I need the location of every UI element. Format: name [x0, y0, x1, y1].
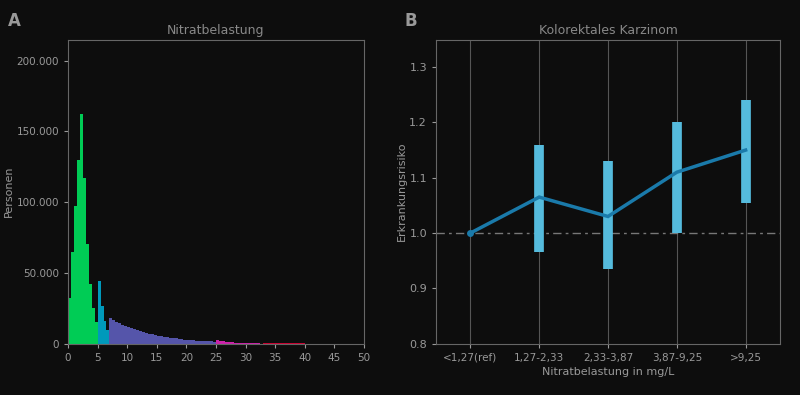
Bar: [228, 342, 231, 344]
Bar: [204, 341, 207, 344]
Bar: [166, 337, 169, 344]
Bar: [181, 339, 183, 344]
Bar: [145, 333, 148, 344]
Bar: [110, 336, 112, 344]
Bar: [77, 160, 80, 344]
Bar: [240, 343, 242, 344]
Bar: [275, 343, 278, 344]
Bar: [112, 320, 115, 344]
Bar: [71, 252, 74, 344]
Bar: [110, 318, 112, 344]
Bar: [263, 342, 266, 344]
Bar: [127, 327, 130, 344]
Bar: [198, 341, 202, 344]
Bar: [160, 336, 162, 344]
Bar: [216, 340, 219, 344]
Bar: [103, 321, 106, 344]
Bar: [68, 298, 71, 344]
Text: A: A: [8, 12, 21, 30]
Bar: [115, 322, 118, 344]
Bar: [92, 308, 94, 344]
Y-axis label: Personen: Personen: [3, 166, 14, 217]
Bar: [174, 339, 178, 344]
Bar: [234, 343, 237, 344]
Bar: [266, 343, 270, 344]
Bar: [86, 245, 89, 344]
Bar: [202, 341, 204, 344]
Bar: [216, 342, 219, 344]
Bar: [225, 342, 228, 344]
Bar: [183, 339, 186, 344]
Text: B: B: [404, 12, 417, 30]
Bar: [136, 330, 139, 344]
Bar: [190, 340, 192, 344]
Bar: [219, 341, 222, 344]
Bar: [94, 322, 98, 344]
Bar: [80, 114, 83, 344]
Bar: [272, 343, 275, 344]
Bar: [157, 336, 160, 344]
Bar: [171, 338, 174, 344]
Bar: [124, 326, 127, 344]
Bar: [210, 342, 213, 344]
Bar: [237, 343, 240, 344]
Bar: [151, 335, 154, 344]
Bar: [281, 343, 284, 344]
Bar: [122, 325, 124, 344]
Bar: [178, 339, 181, 344]
Bar: [207, 341, 210, 344]
Point: [464, 230, 477, 236]
Bar: [142, 332, 145, 344]
Bar: [98, 281, 101, 344]
Bar: [130, 328, 133, 344]
Bar: [133, 329, 136, 344]
Bar: [270, 343, 272, 344]
Bar: [74, 206, 77, 344]
Bar: [231, 342, 234, 344]
Bar: [278, 343, 281, 344]
Bar: [162, 337, 166, 344]
Bar: [242, 343, 246, 344]
Bar: [106, 330, 110, 344]
Bar: [83, 178, 86, 344]
Bar: [186, 340, 190, 344]
Title: Nitratbelastung: Nitratbelastung: [167, 24, 265, 37]
Bar: [192, 340, 195, 344]
Bar: [219, 342, 222, 344]
Bar: [213, 342, 216, 344]
Bar: [148, 334, 151, 344]
Bar: [112, 339, 115, 344]
Bar: [195, 340, 198, 344]
Y-axis label: Erkrankungsrisiko: Erkrankungsrisiko: [397, 142, 406, 241]
Bar: [154, 335, 157, 344]
Title: Kolorektales Karzinom: Kolorektales Karzinom: [538, 24, 678, 37]
Bar: [139, 331, 142, 344]
Bar: [89, 284, 92, 344]
X-axis label: Nitratbelastung in mg/L: Nitratbelastung in mg/L: [542, 367, 674, 377]
Bar: [118, 323, 122, 344]
Bar: [222, 341, 225, 344]
Bar: [169, 338, 171, 344]
Bar: [101, 306, 103, 344]
